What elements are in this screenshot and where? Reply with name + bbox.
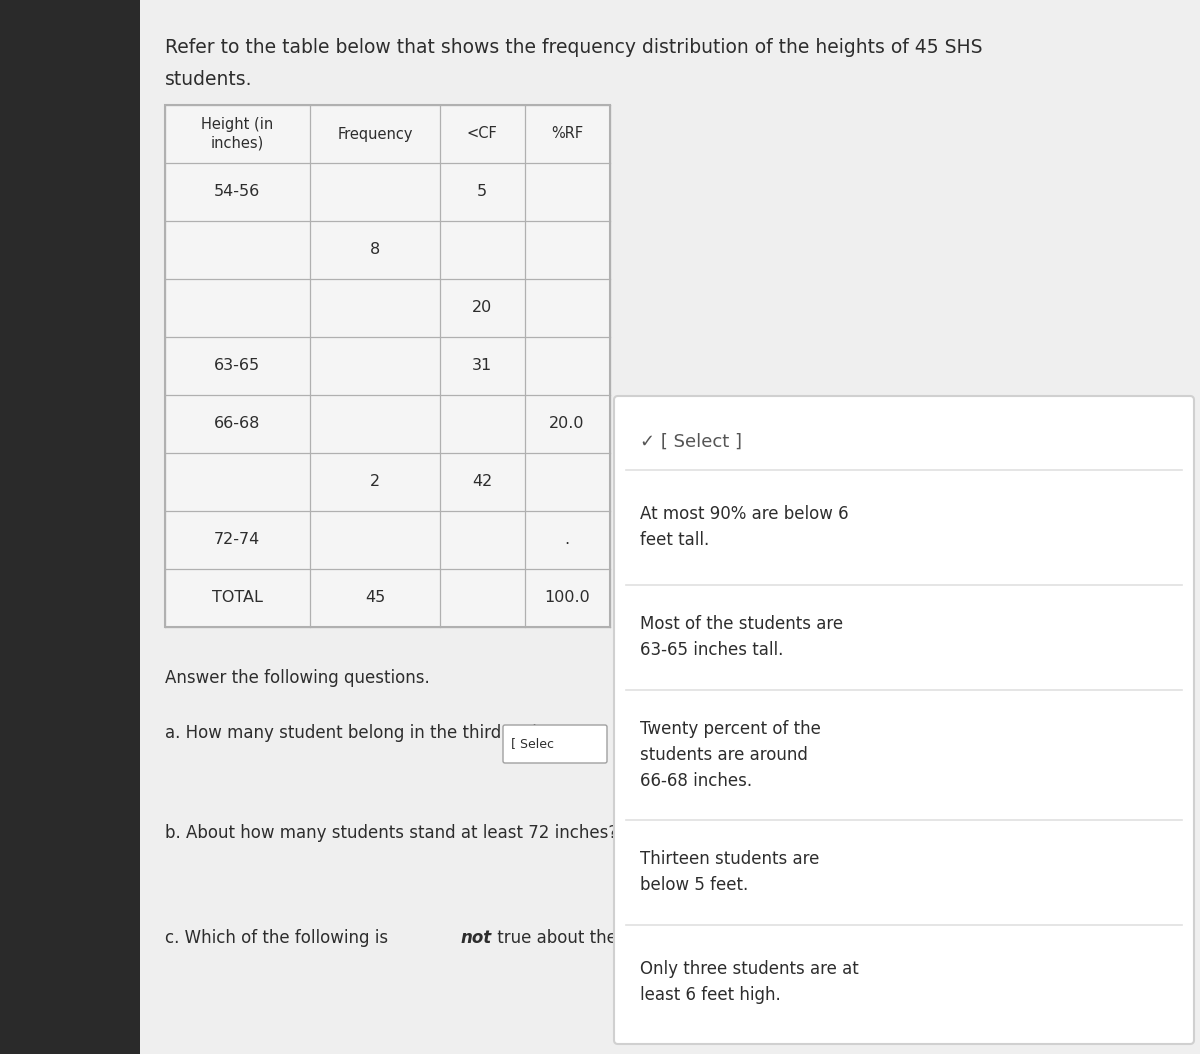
Text: %RF: %RF <box>551 126 583 141</box>
Text: 45: 45 <box>365 590 385 605</box>
Text: 5: 5 <box>476 184 487 199</box>
Bar <box>140 0 1200 1054</box>
Text: <CF: <CF <box>467 126 497 141</box>
Text: 100.0: 100.0 <box>544 590 590 605</box>
Text: 42: 42 <box>472 474 492 489</box>
Text: TOTAL: TOTAL <box>211 590 263 605</box>
Text: Frequency: Frequency <box>337 126 413 141</box>
FancyBboxPatch shape <box>503 725 607 763</box>
Text: 66-68: 66-68 <box>214 416 260 431</box>
Text: 54-56: 54-56 <box>214 184 260 199</box>
Text: At most 90% are below 6
feet tall.: At most 90% are below 6 feet tall. <box>640 505 848 549</box>
Text: 20: 20 <box>472 300 492 315</box>
Text: Twenty percent of the
students are around
66-68 inches.: Twenty percent of the students are aroun… <box>640 720 821 789</box>
Text: Height (in
inches): Height (in inches) <box>200 117 274 151</box>
Text: 2: 2 <box>370 474 380 489</box>
Text: Refer to the table below that shows the frequency distribution of the heights of: Refer to the table below that shows the … <box>166 38 983 57</box>
Bar <box>166 105 610 627</box>
Text: [ Selec: [ Selec <box>511 738 554 750</box>
Text: 72-74: 72-74 <box>214 532 260 547</box>
Text: not: not <box>460 929 491 946</box>
Text: 8: 8 <box>370 242 380 257</box>
Bar <box>0 0 140 1054</box>
Text: 20.0: 20.0 <box>550 416 584 431</box>
Text: Only three students are at
least 6 feet high.: Only three students are at least 6 feet … <box>640 960 859 1003</box>
Text: true about the FDT?: true about the FDT? <box>492 929 664 946</box>
Text: 63-65: 63-65 <box>214 358 260 373</box>
Text: 31: 31 <box>472 358 492 373</box>
FancyBboxPatch shape <box>614 396 1194 1045</box>
Text: b. About how many students stand at least 72 inches?: b. About how many students stand at leas… <box>166 824 617 842</box>
Text: .: . <box>564 532 570 547</box>
Text: Answer the following questions.: Answer the following questions. <box>166 669 430 687</box>
Text: c. Which of the following is: c. Which of the following is <box>166 929 394 946</box>
Text: students.: students. <box>166 70 252 89</box>
Text: ✓ [ Select ]: ✓ [ Select ] <box>640 433 742 451</box>
Text: Thirteen students are
below 5 feet.: Thirteen students are below 5 feet. <box>640 851 820 894</box>
Text: Most of the students are
63-65 inches tall.: Most of the students are 63-65 inches ta… <box>640 616 844 659</box>
Text: a. How many student belong in the third stub?: a. How many student belong in the third … <box>166 724 552 742</box>
